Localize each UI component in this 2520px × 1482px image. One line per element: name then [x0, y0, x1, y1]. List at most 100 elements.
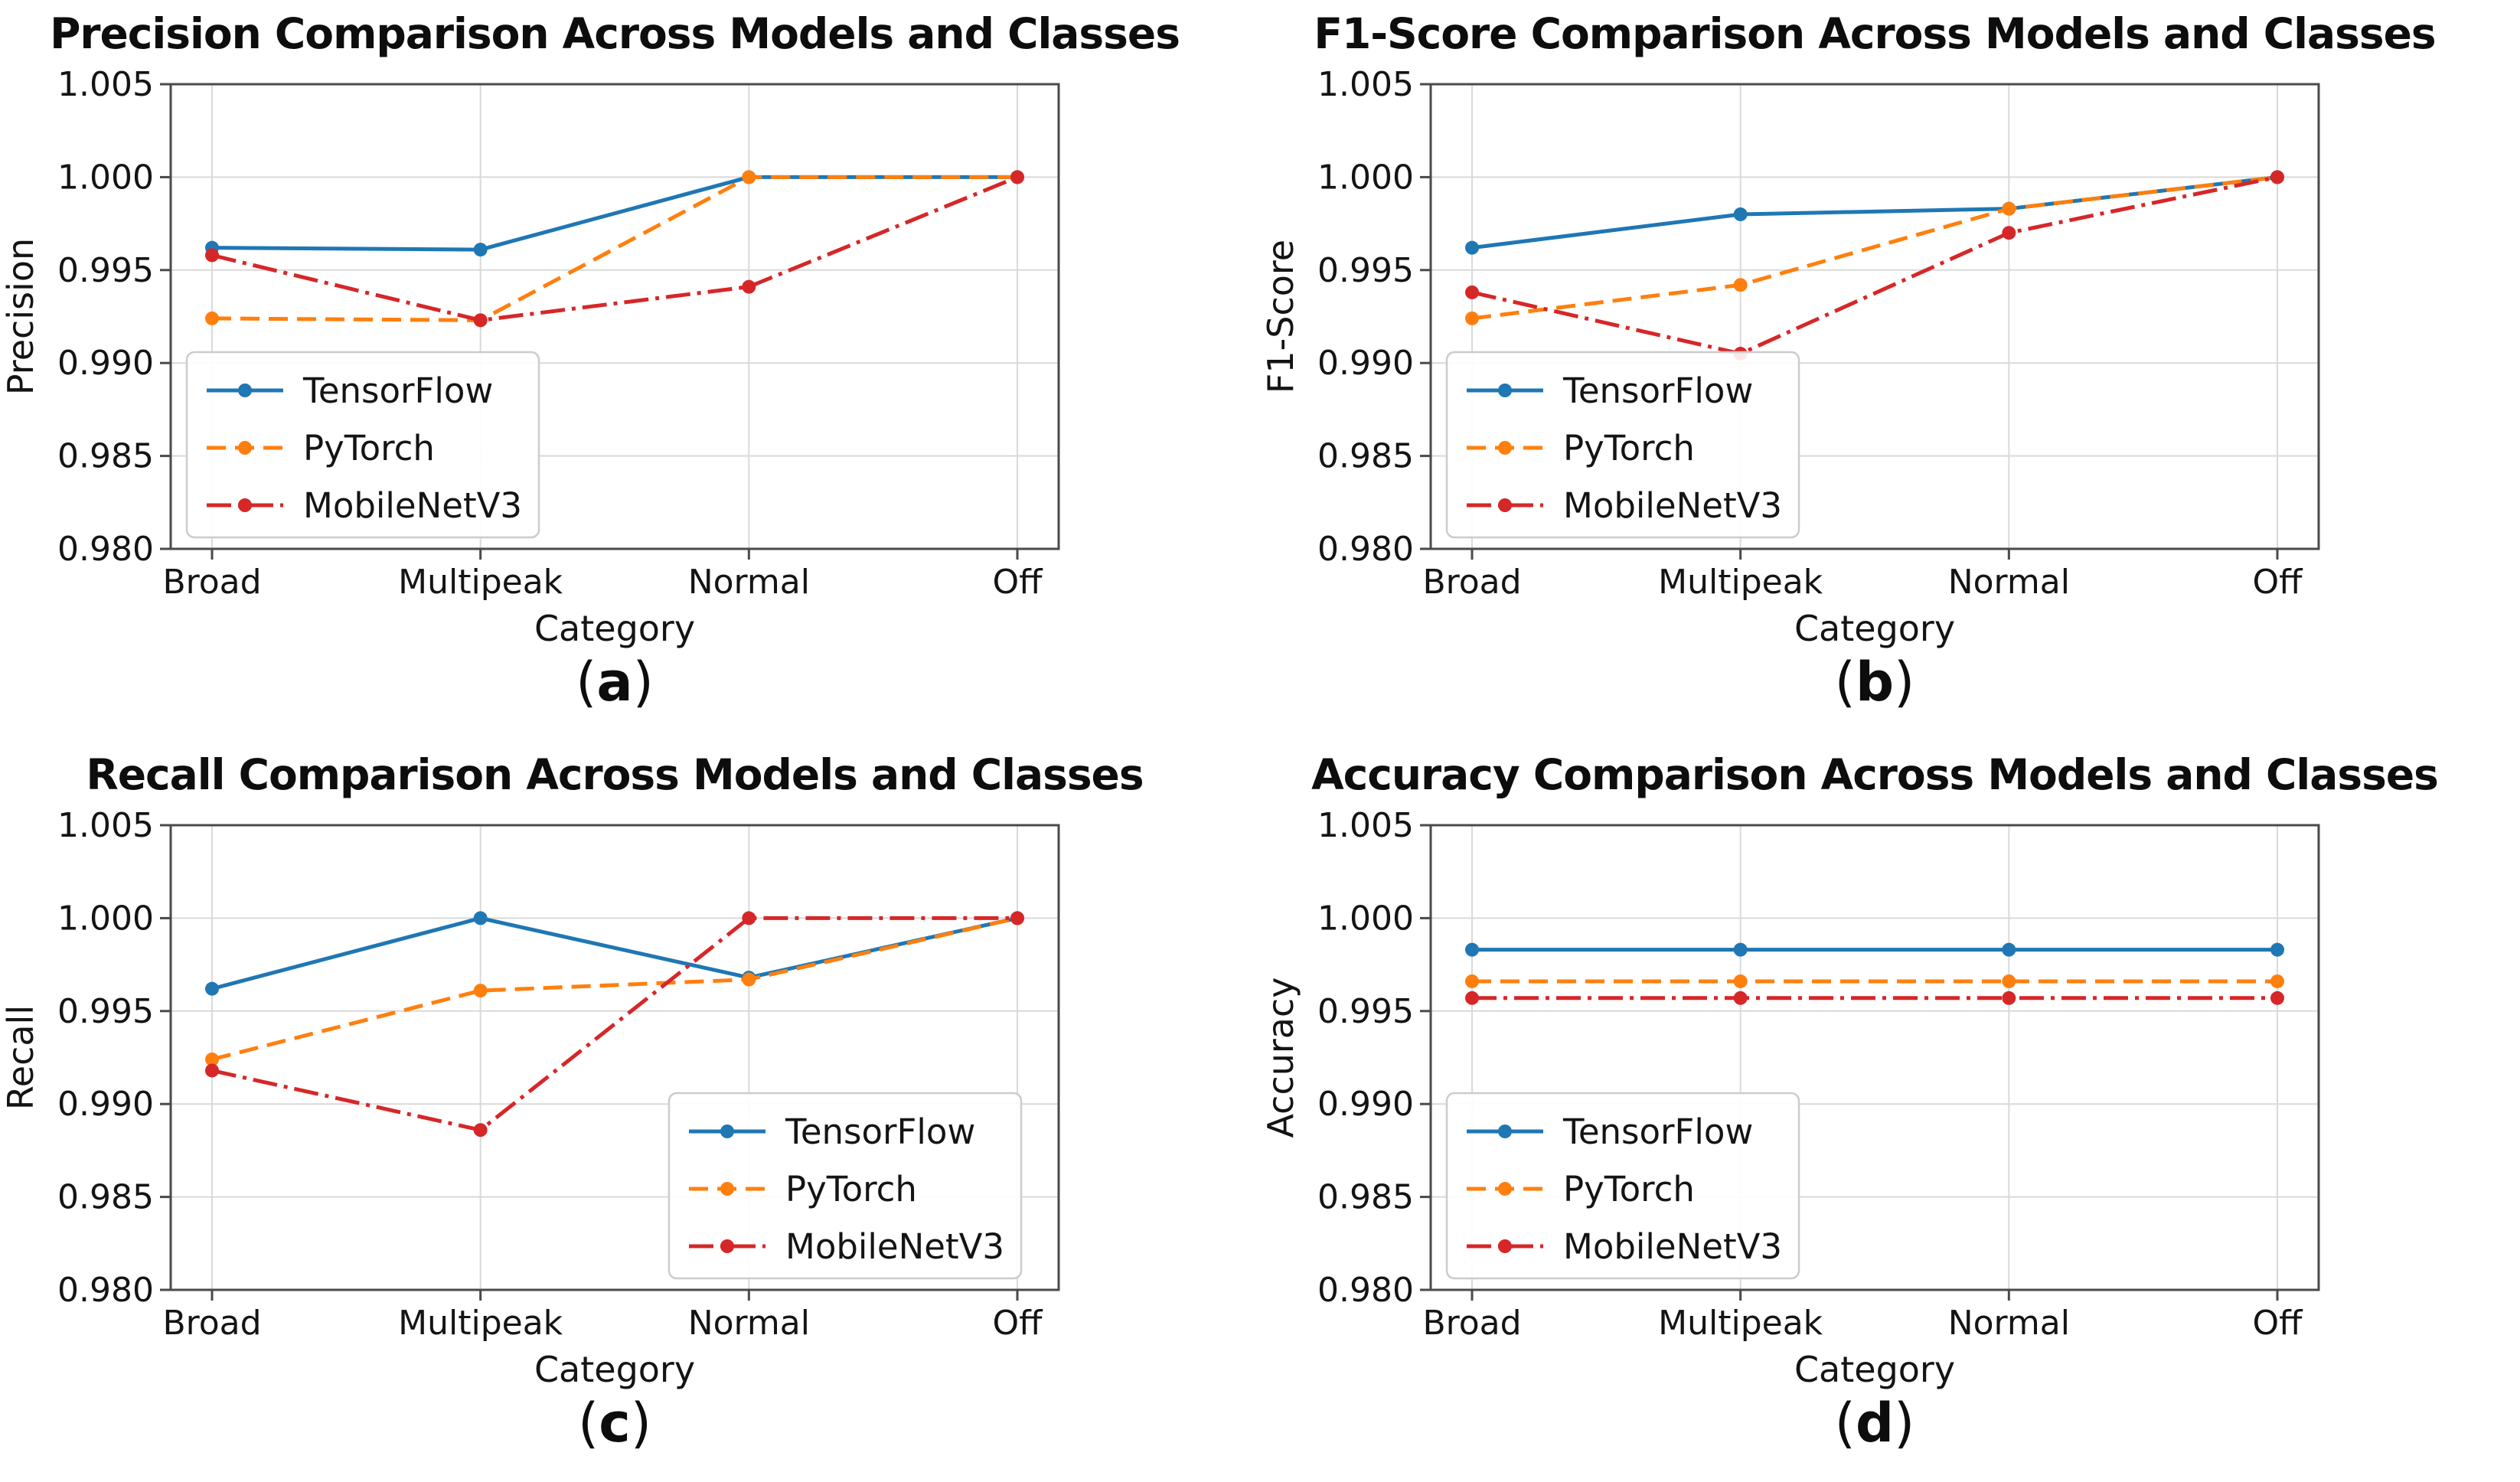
legend-label: MobileNetV3: [785, 1226, 1004, 1267]
series-marker-mobilenetv3: [2002, 226, 2016, 240]
x-tick-label: Broad: [162, 1304, 261, 1343]
series-marker-tensorflow: [2002, 942, 2016, 957]
legend-sample-marker: [720, 1239, 734, 1253]
y-tick-label: 0.995: [1317, 251, 1414, 290]
legend-sample-marker: [720, 1182, 734, 1196]
caption-close-paren: ): [630, 1392, 652, 1454]
x-tick-label: Broad: [162, 563, 261, 602]
legend-box: [668, 1092, 1023, 1280]
legend-label: PyTorch: [1563, 428, 1695, 468]
y-tick-label: 0.995: [57, 992, 154, 1031]
series-marker-mobilenetv3: [1010, 170, 1024, 184]
series-line-pytorch: [1471, 175, 2278, 321]
x-axis-label: Category: [534, 1349, 695, 1390]
legend-label: PyTorch: [303, 428, 435, 468]
series-marker-mobilenetv3: [742, 279, 756, 294]
series-marker-mobilenetv3: [1465, 991, 1479, 1005]
legend-sample-marker: [238, 441, 252, 455]
y-tick-label: 1.005: [1317, 65, 1414, 104]
subplot-a-caption: (a): [0, 651, 1229, 713]
x-tick-label: Multipeak: [398, 1304, 563, 1343]
y-tick-label: 0.980: [57, 530, 154, 569]
y-tick-label: 0.990: [1317, 344, 1414, 383]
series-line-mobilenetv3: [211, 175, 1018, 322]
series-marker-tensorflow: [2270, 942, 2284, 957]
series-marker-pytorch: [1465, 974, 1479, 988]
series-marker-tensorflow: [205, 981, 219, 996]
legend-box: [185, 351, 540, 539]
f1-score-chart: 0.980 0.985 0.990 0.995 1.000 1.005 Broad Multi…: [1260, 65, 2320, 649]
series-marker-mobilenetv3: [473, 1123, 488, 1138]
legend-label: MobileNetV3: [1563, 1226, 1782, 1267]
y-axis-label: Accuracy: [1260, 977, 1301, 1138]
series-marker-mobilenetv3: [205, 1063, 219, 1078]
series-marker-pytorch: [205, 311, 219, 325]
x-axis-label: Category: [534, 608, 695, 649]
legend-sample-marker: [238, 384, 252, 397]
caption-open-paren: (: [576, 651, 597, 713]
series-marker-mobilenetv3: [2002, 991, 2016, 1005]
legend-label: PyTorch: [1563, 1169, 1695, 1209]
legend-sample-marker: [1498, 498, 1512, 512]
y-axis-label: Precision: [0, 238, 41, 395]
axes-spines: [1429, 83, 2320, 550]
caption-close-paren: ): [1894, 1392, 1915, 1454]
x-tick-label: Multipeak: [1658, 1304, 1823, 1343]
x-axis-label: Category: [1794, 1349, 1955, 1390]
y-tick-label: 1.000: [1317, 899, 1414, 938]
x-tick-label: Multipeak: [398, 563, 563, 602]
legend-box: [1445, 351, 1800, 539]
subplot-a: 0.980 0.985 0.990 0.995 1.000 1.005 Broad Multi…: [0, 0, 1260, 741]
legend-label: TensorFlow: [785, 1112, 975, 1152]
legend-sample-marker: [1498, 441, 1512, 455]
legend-box: [1445, 1092, 1800, 1280]
y-tick-label: 0.990: [1317, 1085, 1414, 1124]
x-tick-label: Normal: [688, 1304, 810, 1343]
series-line-mobilenetv3: [1471, 175, 2278, 356]
axes-spines: [169, 83, 1060, 550]
legend-sample-marker: [1498, 384, 1512, 397]
y-tick-label: 1.000: [57, 899, 154, 938]
legend-sample-marker: [238, 498, 252, 512]
y-tick-label: 0.985: [57, 1178, 154, 1217]
y-tick-label: 1.005: [1317, 806, 1414, 845]
subplot-c: 0.980 0.985 0.990 0.995 1.000 1.005 Broad Multi…: [0, 741, 1260, 1482]
y-tick-label: 0.985: [1317, 437, 1414, 476]
y-tick-label: 1.000: [57, 158, 154, 197]
series-marker-tensorflow: [1733, 207, 1748, 221]
y-tick-label: 0.995: [1317, 992, 1414, 1031]
series-marker-pytorch: [2002, 201, 2016, 216]
legend-sample-marker: [1498, 1239, 1512, 1253]
legend-sample-marker: [720, 1125, 734, 1138]
series-marker-pytorch: [473, 984, 488, 998]
series-marker-tensorflow: [473, 911, 488, 925]
x-tick-label: Off: [2253, 563, 2304, 602]
axes-spines: [169, 824, 1060, 1291]
recall-chart-title: Recall Comparison Across Models and Clas…: [86, 750, 1144, 799]
subplot-d: 0.980 0.985 0.990 0.995 1.000 1.005 Broad Multi…: [1260, 741, 2520, 1482]
series-marker-mobilenetv3: [205, 248, 219, 263]
series-marker-mobilenetv3: [1465, 285, 1479, 299]
caption-close-paren: ): [632, 651, 654, 713]
legend-label: TensorFlow: [302, 370, 493, 411]
legend-label: PyTorch: [785, 1169, 917, 1209]
legend-label: TensorFlow: [1562, 1112, 1753, 1152]
series-marker-pytorch: [2270, 974, 2284, 988]
y-axis-label: F1-Score: [1260, 240, 1301, 393]
subplot-c-caption: (c): [0, 1392, 1229, 1454]
series-marker-tensorflow: [1733, 942, 1748, 957]
caption-letter: d: [1855, 1392, 1895, 1454]
legend-sample-marker: [1498, 1125, 1512, 1138]
y-tick-label: 0.995: [57, 251, 154, 290]
x-tick-label: Off: [993, 1304, 1044, 1343]
y-tick-label: 0.990: [57, 1085, 154, 1124]
series-marker-mobilenetv3: [742, 911, 756, 925]
y-tick-label: 0.985: [57, 437, 154, 476]
series-marker-mobilenetv3: [1733, 991, 1748, 1005]
legend-sample-marker: [1498, 1182, 1512, 1196]
y-tick-label: 0.980: [57, 1271, 154, 1310]
accuracy-chart-title: Accuracy Comparison Across Models and Cl…: [1311, 750, 2439, 799]
caption-close-paren: ): [1894, 651, 1915, 713]
legend-label: MobileNetV3: [1563, 485, 1782, 526]
subplot-b-caption: (b): [1260, 651, 2489, 713]
